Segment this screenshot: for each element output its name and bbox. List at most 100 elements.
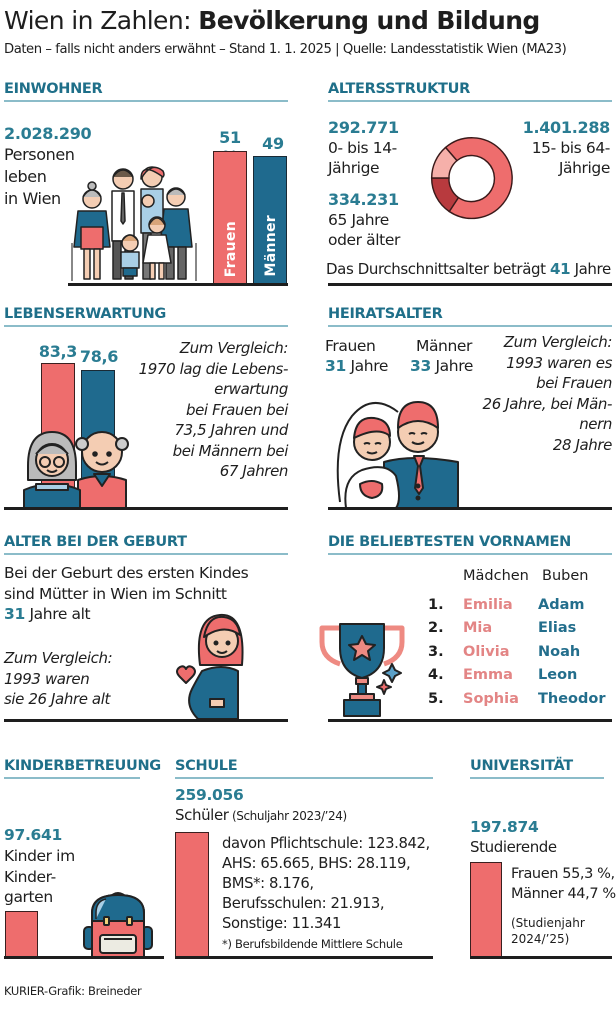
heading-einwohner: EINWOHNER xyxy=(4,81,103,97)
kindergarten-label-line: garten xyxy=(4,888,53,906)
marriage-maenner-label: Männer xyxy=(415,337,472,355)
footer-credit: KURIER-Grafik: Breineder xyxy=(4,984,142,998)
table-row: 3. Olivia Noah xyxy=(428,640,606,664)
heading-rule xyxy=(328,553,612,555)
mid-label-line: Jährige xyxy=(558,159,611,177)
le-maenner-value: 78,6 xyxy=(79,347,119,366)
boy-name: Leon xyxy=(538,667,578,684)
unit-label: Jahre xyxy=(345,357,389,375)
schule-detail-line: BMS*: 8.176, xyxy=(222,875,314,892)
average-age-prefix: Das Durchschnittsalter beträgt xyxy=(326,260,550,278)
baseline xyxy=(470,956,612,959)
frauen-bar-label: Frauen xyxy=(223,220,239,277)
rank: 3. xyxy=(428,643,444,660)
schule-detail-line: Berufsschulen: 21.913, xyxy=(222,895,385,912)
heading-universitaet: UNIVERSITÄT xyxy=(470,758,573,774)
le-compare-line: bei Männern bei xyxy=(172,441,289,460)
girl-name: Mia xyxy=(463,620,493,637)
baseline xyxy=(328,507,612,510)
heading-rule xyxy=(4,325,288,327)
page-subtitle: Daten – falls nicht anders erwähnt – Sta… xyxy=(4,42,567,57)
le-frauen-value: 83,3 xyxy=(38,342,78,361)
heading-lebenserwartung: LEBENSERWARTUNG xyxy=(4,306,167,322)
heading-kinderbetreuung: KINDERBETREUUNG xyxy=(4,758,161,774)
mid-label: 15- bis 64- Jährige xyxy=(532,138,611,178)
marriage-frauen-label: Frauen xyxy=(325,337,376,355)
frauen-bar: Frauen xyxy=(213,151,247,284)
old-label-line: oder älter xyxy=(328,231,400,249)
uni-frauen: Frauen 55,3 %, xyxy=(511,866,615,882)
uni-gender: Frauen 55,3 %, Männer 44,7 % xyxy=(511,864,616,904)
schule-footnote: *) Berufsbildende Mittlere Schule xyxy=(222,937,403,951)
average-age-value: 41 xyxy=(549,260,571,278)
marriage-frauen: Frauen 31 Jahre xyxy=(325,336,388,376)
young-label-line: 0- bis 14- xyxy=(328,139,397,157)
marriage-compare-line: 26 Jahre, bei Män- xyxy=(482,394,613,413)
le-compare-text: Zum Vergleich: 1970 lag die Lebens- erwa… xyxy=(118,338,289,482)
heading-vornamen: DIE BELIEBTESTEN VORNAMEN xyxy=(328,534,571,550)
girl-name: Emma xyxy=(463,667,513,684)
young-value: 292.771 xyxy=(328,118,399,137)
maenner-bar-label: Männer xyxy=(263,215,279,277)
old-label: 65 Jahre oder älter xyxy=(328,210,400,250)
schule-details: davon Pflichtschule: 123.842, AHS: 65.66… xyxy=(222,834,430,934)
marriage-compare-line: 1993 waren es xyxy=(506,353,612,372)
geburt-line: sind Mütter in Wien im Schnitt xyxy=(4,584,227,603)
geburt-value: 31 xyxy=(4,605,25,623)
schule-detail-line: davon Pflichtschule: 123.842, xyxy=(222,835,430,852)
geburt-compare-line: 1993 waren xyxy=(4,669,90,688)
einwohner-label-line: Personen xyxy=(4,145,75,164)
young-label-line: Jährige xyxy=(328,159,380,177)
baseline xyxy=(68,283,288,286)
marriage-frauen-value: 31 xyxy=(325,357,346,375)
girls-header: Mädchen xyxy=(463,568,529,584)
title-bold: Bevölkerung und Bildung xyxy=(198,6,540,35)
schule-label-note: (Schuljahr 2023/’24) xyxy=(228,809,347,823)
heading-rule xyxy=(470,777,604,779)
heading-geburt: ALTER BEI DER GEBURT xyxy=(4,534,187,550)
geburt-compare: Zum Vergleich: 1993 waren sie 26 Jahre a… xyxy=(4,648,113,710)
einwohner-label-line: in Wien xyxy=(4,189,61,208)
le-compare-line: 67 Jahren xyxy=(219,462,289,480)
rank: 4. xyxy=(428,667,444,684)
uni-note-line: (Studienjahr xyxy=(511,916,585,930)
page-title: Wien in Zahlen: Bevölkerung und Bildung xyxy=(4,6,540,35)
boys-header: Buben xyxy=(542,568,589,584)
rank: 1. xyxy=(428,596,444,613)
uni-maenner: Männer 44,7 % xyxy=(511,886,616,902)
marriage-compare-line: bei Frauen xyxy=(536,374,612,392)
heading-rule xyxy=(328,325,612,327)
kindergarten-label-line: Kinder- xyxy=(4,867,56,886)
geburt-compare-line: sie 26 Jahre alt xyxy=(4,690,110,708)
baseline xyxy=(328,719,612,722)
marriage-compare-text: Zum Vergleich: 1993 waren es bei Frauen … xyxy=(442,332,613,455)
geburt-line: Bei der Geburt des ersten Kindes xyxy=(4,564,249,582)
girl-name: Olivia xyxy=(463,643,510,660)
girl-name: Emilia xyxy=(463,596,513,613)
kindergarten-label: Kinder im Kinder- garten xyxy=(4,846,75,908)
rank: 5. xyxy=(428,690,444,707)
heading-heiratsalter: HEIRATSALTER xyxy=(328,306,443,322)
young-label: 0- bis 14- Jährige xyxy=(328,138,397,178)
le-compare-line: 73,5 Jahren und xyxy=(174,421,289,439)
le-compare-line: 1970 lag die Lebens- xyxy=(138,359,289,378)
kindergarten-value: 97.641 xyxy=(4,826,63,844)
kindergarten-bar xyxy=(5,911,38,957)
uni-note-line: 2024/’25) xyxy=(511,932,570,946)
geburt-compare-line: Zum Vergleich: xyxy=(4,649,113,667)
kindergarten-label-line: Kinder im xyxy=(4,847,75,865)
trophy-icon xyxy=(318,620,410,718)
average-age-suffix: Jahre xyxy=(570,260,612,278)
schule-bar xyxy=(175,832,209,957)
le-compare-line: erwartung xyxy=(214,380,288,398)
boy-name: Adam xyxy=(538,596,585,613)
age-donut-chart xyxy=(424,130,520,226)
baseline xyxy=(4,719,288,722)
schule-label: Schüler (Schuljahr 2023/’24) xyxy=(175,805,347,826)
unit-label: Jahre xyxy=(430,357,474,375)
table-row: 2. Mia Elias xyxy=(428,617,606,641)
heading-rule xyxy=(4,777,140,779)
marriage-compare-line: nern xyxy=(579,415,612,433)
elderly-couple-icon xyxy=(22,410,132,508)
mid-value: 1.401.288 xyxy=(522,118,611,137)
